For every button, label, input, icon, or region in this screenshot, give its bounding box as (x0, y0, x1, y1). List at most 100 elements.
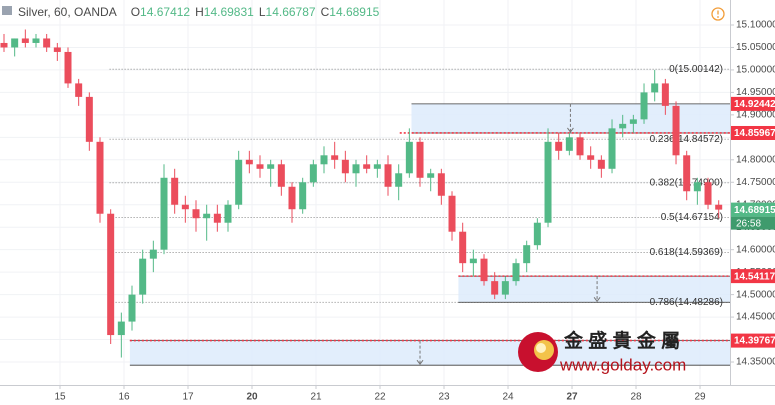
candle-body (448, 195, 456, 232)
y-tick-label: 14.45000 (736, 312, 775, 323)
ohlc-label: L (259, 5, 266, 19)
fib-label: 0(15.00142) (669, 64, 723, 75)
candle-body (21, 38, 29, 43)
candle-body (128, 294, 136, 322)
candle-body (480, 258, 488, 282)
price-tag (731, 333, 775, 348)
candle-body (85, 96, 93, 142)
candle-body (139, 258, 147, 295)
price-tag-label: 14.85967 (734, 128, 775, 139)
candle-body (341, 159, 349, 174)
candle-body (693, 182, 701, 192)
candle-body (587, 155, 595, 160)
price-tag (731, 269, 775, 284)
candle-body (117, 321, 125, 336)
collapse-icon[interactable] (2, 6, 12, 15)
fib-label: 0.786(14.48286) (650, 297, 723, 308)
logo-shine (536, 343, 546, 353)
ohlc-label: O (131, 5, 140, 19)
ohlc-label: C (321, 5, 330, 19)
candle-body (576, 137, 584, 156)
candle-body (384, 164, 392, 187)
price-tag (731, 96, 775, 111)
candle-body (149, 249, 157, 259)
x-tick-label: 28 (630, 392, 642, 403)
candle-body (96, 141, 104, 214)
candle-body (53, 47, 61, 52)
candle-body (704, 182, 712, 205)
y-tick-label: 14.50000 (736, 289, 775, 300)
candle-body (352, 164, 360, 174)
candle-body (597, 159, 605, 169)
candle-body (640, 92, 648, 120)
candle-body (512, 263, 520, 282)
candle-body (405, 141, 413, 174)
price-tag-label: 14.92442 (734, 99, 775, 110)
x-tick-label: 27 (566, 392, 578, 403)
candle-body (459, 231, 467, 264)
candle-body (619, 123, 627, 129)
candle-body (107, 213, 115, 336)
candle-body (235, 159, 243, 205)
candle-body (651, 83, 659, 93)
info-icon-dot (717, 16, 719, 18)
overlay: 0(15.00142)0.236(14.84572)0.382(14.74900… (109, 64, 731, 366)
price-tags: 14.92442 14.85967 14.68915 26:58 14.54117 14.… (731, 96, 775, 348)
candle-body (43, 38, 51, 48)
fib-label: 0.618(14.59369) (650, 247, 723, 258)
candle-body (437, 173, 445, 196)
candle-body (181, 204, 189, 210)
y-tick-label: 14.90000 (736, 110, 775, 121)
watermark-name: 金 盛 貴 金 屬 (563, 329, 680, 352)
candle-body (533, 222, 541, 246)
fib-label: 0.5(14.67154) (661, 212, 723, 223)
countdown-box (731, 216, 775, 230)
ohlc-value: 14.69831 (204, 5, 254, 19)
candle-body (491, 281, 499, 295)
x-tick-label: 20 (246, 392, 258, 403)
watermark-url: www.golday.com (559, 355, 686, 374)
zone-arrow-head (416, 359, 424, 366)
zone-arrow-head (567, 127, 574, 133)
y-tick-label: 14.80000 (736, 154, 775, 165)
x-tick-label: 22 (374, 392, 386, 403)
candle-body (629, 119, 637, 124)
candle-body (427, 173, 435, 178)
watermark: 金 盛 貴 金 屬 www.golday.com (518, 329, 686, 374)
info-icon[interactable] (711, 7, 725, 21)
candle-body (277, 164, 285, 187)
candle-body (64, 51, 72, 84)
candle-body (320, 155, 328, 165)
x-tick-label: 24 (502, 392, 514, 403)
candle-body (32, 38, 40, 43)
fib-label: 0.236(14.84572) (650, 134, 723, 145)
candle-body (715, 204, 723, 210)
candle-body (224, 204, 232, 223)
candle-body (683, 155, 691, 192)
info-icon-circle (711, 7, 725, 21)
candle-body (416, 141, 424, 178)
candle-body (160, 177, 168, 250)
ohlc-label: H (195, 5, 204, 19)
y-tick-label: 14.75000 (736, 177, 775, 188)
zone (411, 103, 730, 133)
candle-body (608, 128, 616, 169)
candle-body (11, 38, 19, 48)
candle-body (75, 83, 83, 97)
x-tick-label: 23 (438, 392, 450, 403)
candle-body (245, 159, 253, 165)
candle-body (299, 182, 307, 210)
candle-body (661, 83, 669, 106)
price-tag-label: 14.39767 (734, 336, 775, 347)
y-tick-label: 14.95000 (736, 87, 775, 98)
candle-body (213, 213, 221, 223)
x-tick-label: 17 (182, 392, 194, 403)
candle-body (267, 164, 275, 169)
price-tag-label: 14.54117 (734, 271, 775, 282)
candle-body (309, 164, 317, 183)
candle-body (288, 186, 296, 210)
countdown: 26:58 (736, 218, 761, 229)
symbol-title: Silver, 60, OANDA (18, 5, 117, 19)
x-tick-label: 15 (54, 392, 66, 403)
